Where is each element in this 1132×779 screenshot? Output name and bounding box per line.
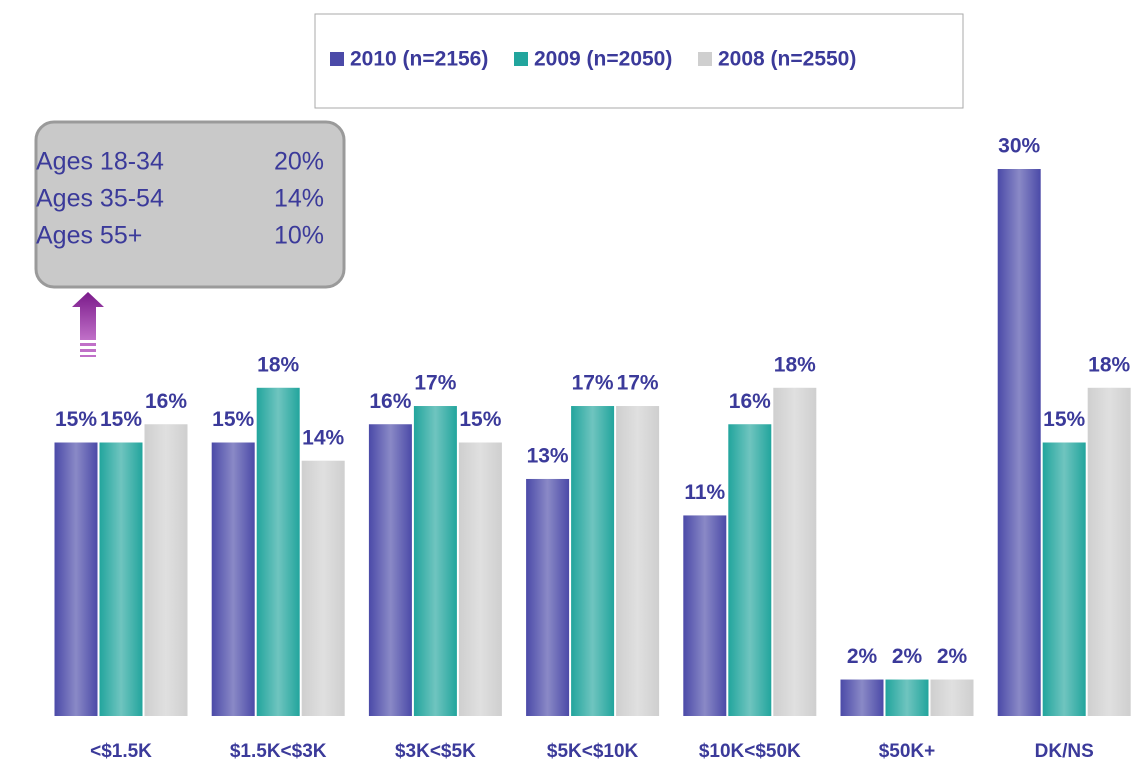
bar-shine — [256, 387, 300, 716]
bar-shine — [930, 679, 974, 716]
legend-label: 2008 (n=2550) — [718, 48, 856, 71]
data-label: 16% — [145, 390, 187, 413]
x-tick-label: <$1.5K — [90, 741, 152, 762]
bar-shine — [571, 406, 615, 716]
annotation-label: Ages 18-34 — [36, 148, 164, 176]
data-label: 17% — [572, 372, 614, 395]
x-tick-label: $5K<$10K — [547, 741, 639, 762]
annotation-value: 20% — [274, 148, 324, 176]
bar-shine — [728, 424, 772, 716]
data-label: 15% — [55, 408, 97, 431]
data-label: 2% — [892, 645, 923, 668]
annotation-label: Ages 35-54 — [36, 185, 164, 213]
legend-swatch — [330, 52, 344, 66]
data-label: 18% — [1088, 353, 1130, 376]
data-label: 18% — [774, 353, 816, 376]
x-tick-label: $3K<$5K — [395, 741, 476, 762]
annotation-value: 14% — [274, 185, 324, 213]
data-label: 18% — [257, 353, 299, 376]
data-label: 14% — [302, 426, 344, 449]
legend-swatch — [698, 52, 712, 66]
bar-shine — [526, 478, 570, 716]
data-label: 15% — [212, 408, 254, 431]
data-label: 15% — [1043, 408, 1085, 431]
data-label: 2% — [937, 645, 968, 668]
bar-shine — [1087, 387, 1131, 716]
x-tick-label: $10K<$50K — [699, 741, 801, 762]
bar-shine — [211, 442, 255, 716]
annotation-box — [34, 120, 346, 289]
data-label: 30% — [998, 135, 1040, 158]
bar-shine — [54, 442, 98, 716]
bar-shine — [997, 169, 1041, 716]
bar-shine — [840, 679, 884, 716]
arrow — [72, 292, 104, 357]
x-tick-label: $1.5K<$3K — [230, 741, 327, 762]
bar-shine — [773, 387, 817, 716]
x-tick-label: DK/NS — [1035, 741, 1094, 762]
data-label: 2% — [847, 645, 878, 668]
data-label: 16% — [369, 390, 411, 413]
bar-shine — [144, 424, 188, 716]
legend-swatch — [514, 52, 528, 66]
data-label: 17% — [414, 372, 456, 395]
bar-shine — [683, 515, 727, 716]
data-label: 13% — [527, 445, 569, 468]
data-label: 15% — [100, 408, 142, 431]
data-label: 15% — [459, 408, 501, 431]
bar-shine — [413, 406, 457, 716]
bar-shine — [301, 460, 345, 716]
data-label: 11% — [684, 481, 725, 504]
x-tick-label: $50K+ — [879, 741, 936, 762]
data-label: 16% — [729, 390, 771, 413]
legend-box — [314, 13, 964, 109]
bar-shine — [616, 406, 660, 716]
legend-label: 2009 (n=2050) — [534, 48, 672, 71]
bar-shine — [885, 679, 929, 716]
bar-shine — [458, 442, 502, 716]
annotation-label: Ages 55+ — [36, 222, 142, 250]
annotation-value: 10% — [274, 222, 324, 250]
legend-label: 2010 (n=2156) — [350, 48, 488, 71]
data-label: 17% — [617, 372, 659, 395]
bar-shine — [1042, 442, 1086, 716]
bar-shine — [99, 442, 143, 716]
bar-shine — [368, 424, 412, 716]
